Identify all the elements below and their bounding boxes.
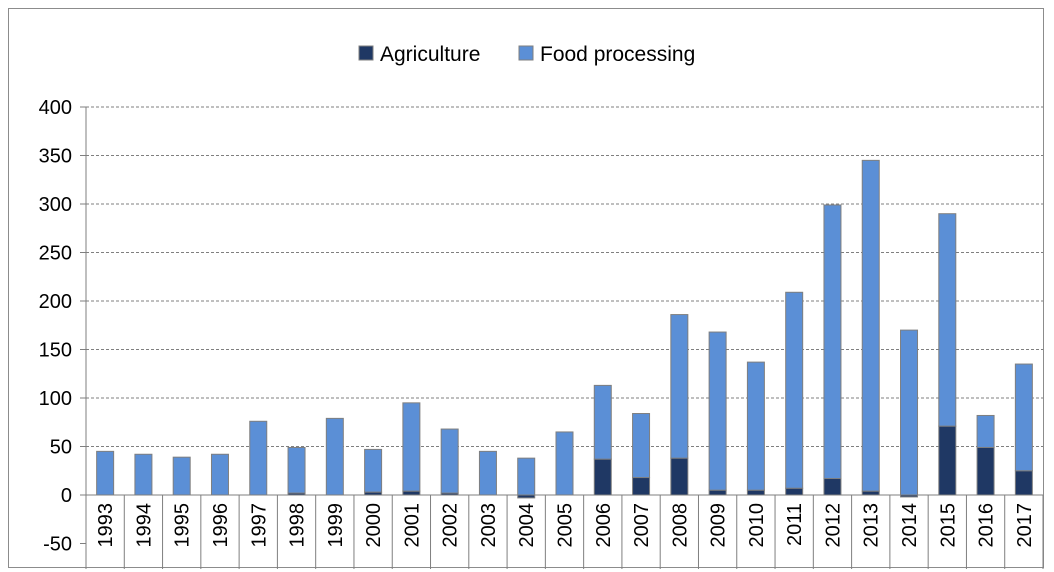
bar-agriculture-2012 [823, 478, 842, 496]
x-tick-label: 1996 [210, 503, 232, 548]
legend-food-processing-swatch [518, 45, 534, 61]
bar-food-processing-2012 [823, 204, 842, 480]
y-tick-label: 200 [39, 291, 72, 313]
y-tick-label: 350 [39, 146, 72, 168]
bar-agriculture-2011 [785, 487, 804, 496]
y-tick-label: 100 [39, 388, 72, 410]
y-tick-label: 250 [39, 243, 72, 265]
bar-food-processing-2011 [785, 291, 804, 489]
x-tick-label: 2002 [440, 503, 462, 548]
x-tick-label: 2003 [478, 503, 500, 548]
x-tick-label: 2015 [937, 503, 959, 548]
x-tick-label: 2007 [631, 503, 653, 548]
y-tick-label: 400 [39, 97, 72, 119]
x-tick-label: 2013 [861, 503, 883, 548]
bar-food-processing-2000 [364, 448, 383, 493]
x-tick-label: 2006 [593, 503, 615, 548]
bar-food-processing-1996 [210, 453, 229, 496]
x-tick-label: 1998 [287, 503, 309, 548]
bar-agriculture-2017 [1014, 470, 1033, 496]
legend-agriculture-swatch [358, 45, 374, 61]
bar-food-processing-1999 [325, 417, 344, 496]
bar-agriculture-2009 [708, 489, 727, 496]
x-tick-label: 1995 [172, 503, 194, 548]
y-tick-label: 300 [39, 194, 72, 216]
bar-food-processing-1998 [287, 446, 306, 494]
x-tick-label: 2017 [1014, 503, 1036, 548]
bar-food-processing-2006 [593, 384, 612, 460]
bar-food-processing-2014 [900, 329, 919, 496]
x-tick-label: 2012 [822, 503, 844, 548]
bar-food-processing-2009 [708, 331, 727, 491]
x-tick-label: 2011 [784, 503, 806, 546]
chart-canvas: -50 0 50 100 150 200 250 300 350 400 1993 1994 1995 1… [39, 43, 1044, 569]
bar-agriculture-2016 [976, 446, 995, 496]
x-tick-label: 2005 [555, 503, 577, 548]
y-tick-label: 0 [61, 485, 72, 507]
chart-area: -50 0 50 100 150 200 250 300 350 400 1993 1994 1995 1… [8, 8, 1044, 569]
bar-food-processing-1994 [134, 453, 153, 496]
bar-agriculture-2010 [746, 489, 765, 496]
bar-agriculture-2007 [632, 477, 651, 496]
x-tick-label: 1997 [248, 503, 270, 548]
bar-food-processing-2003 [478, 450, 497, 496]
x-tick-label: 1993 [95, 503, 117, 548]
bar-agriculture-2015 [938, 425, 957, 496]
bar-agriculture-2008 [670, 457, 689, 496]
x-tick-label: 1999 [325, 503, 347, 548]
axes: -50 0 50 100 150 200 250 300 350 400 1993 1994 1995 1… [39, 97, 1044, 569]
bar-food-processing-2016 [976, 414, 995, 448]
bar-food-processing-2017 [1014, 363, 1033, 472]
bar-food-processing-2015 [938, 213, 957, 427]
bar-food-processing-2002 [440, 428, 459, 494]
bar-food-processing-2013 [861, 159, 880, 492]
x-tick-label: 2001 [401, 503, 423, 548]
y-tick-label: 50 [50, 437, 72, 459]
bar-food-processing-2010 [746, 361, 765, 491]
bar-food-processing-1997 [249, 420, 268, 496]
y-tick-label: -50 [43, 534, 72, 556]
bar-food-processing-2001 [402, 402, 421, 492]
x-tick-label: 2010 [746, 503, 768, 548]
bar-food-processing-2005 [555, 431, 574, 496]
x-tick-label: 2004 [516, 503, 538, 548]
legend-agriculture-label: Agriculture [380, 43, 480, 66]
x-tick-label: 1994 [133, 503, 155, 548]
bar-food-processing-2004 [517, 457, 536, 496]
bar-agriculture-2001 [402, 490, 421, 496]
bar-agriculture-2013 [861, 490, 880, 496]
legend-food-processing-label: Food processing [540, 43, 695, 66]
bar-food-processing-2007 [632, 413, 651, 479]
y-tick-label: 150 [39, 340, 72, 362]
legend: Agriculture Food processing [358, 43, 695, 66]
x-tick-label: 2008 [669, 503, 691, 548]
x-tick-label: 2009 [708, 503, 730, 548]
bar-food-processing-1995 [172, 456, 191, 496]
x-tick-label: 2014 [899, 503, 921, 548]
bar-food-processing-2008 [670, 314, 689, 459]
bars [96, 159, 1033, 499]
bar-food-processing-1993 [96, 450, 115, 496]
x-tick-label: 2016 [976, 503, 998, 548]
x-tick-label: 2000 [363, 503, 385, 548]
bar-agriculture-2006 [593, 458, 612, 496]
